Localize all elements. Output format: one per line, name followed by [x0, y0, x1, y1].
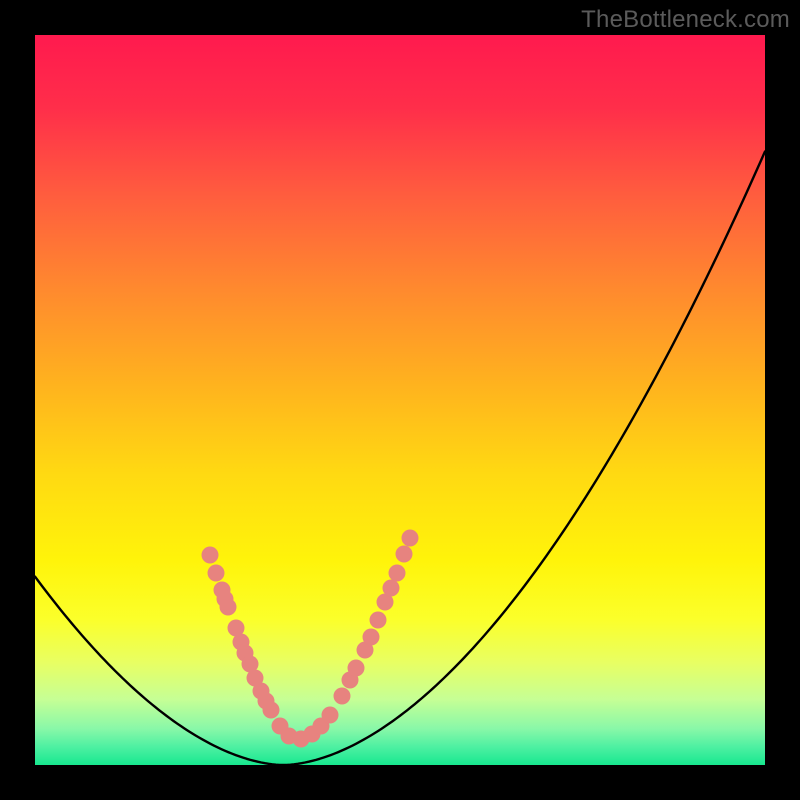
data-marker: [348, 659, 365, 676]
data-marker: [262, 702, 279, 719]
watermark-text: TheBottleneck.com: [581, 6, 790, 34]
data-marker: [219, 598, 236, 615]
plot-svg: [35, 35, 765, 765]
data-marker: [370, 611, 387, 628]
data-marker: [377, 594, 394, 611]
data-marker: [396, 546, 413, 563]
data-marker: [389, 565, 406, 582]
data-marker: [202, 547, 219, 564]
data-marker: [208, 565, 225, 582]
data-marker: [321, 706, 338, 723]
gradient-background: [35, 35, 765, 765]
data-marker: [383, 579, 400, 596]
plot-area: [35, 35, 765, 765]
data-marker: [402, 529, 419, 546]
data-marker: [333, 687, 350, 704]
data-marker: [362, 628, 379, 645]
